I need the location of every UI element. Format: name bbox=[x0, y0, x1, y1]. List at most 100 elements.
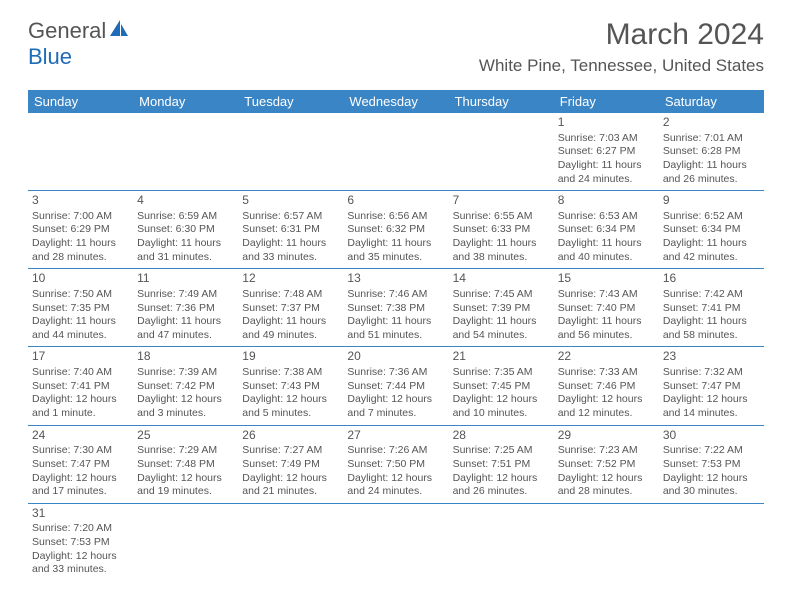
day-line: Sunrise: 6:53 AM bbox=[558, 210, 655, 224]
day-number: 23 bbox=[663, 349, 760, 365]
day-line: and 21 minutes. bbox=[242, 485, 339, 499]
weekday-header: Saturday bbox=[659, 90, 764, 113]
day-line: and 10 minutes. bbox=[453, 407, 550, 421]
day-line: Sunset: 6:33 PM bbox=[453, 223, 550, 237]
day-line: and 5 minutes. bbox=[242, 407, 339, 421]
day-line: Daylight: 11 hours bbox=[347, 237, 444, 251]
day-number: 9 bbox=[663, 193, 760, 209]
calendar-body: 1Sunrise: 7:03 AMSunset: 6:27 PMDaylight… bbox=[28, 113, 764, 581]
day-number: 31 bbox=[32, 506, 129, 522]
day-line: Sunrise: 7:00 AM bbox=[32, 210, 129, 224]
calendar-cell bbox=[449, 503, 554, 581]
day-number: 19 bbox=[242, 349, 339, 365]
day-line: Sunset: 7:45 PM bbox=[453, 380, 550, 394]
day-line: Sunrise: 7:30 AM bbox=[32, 444, 129, 458]
day-line: and 56 minutes. bbox=[558, 329, 655, 343]
day-line: Daylight: 11 hours bbox=[32, 315, 129, 329]
calendar-cell: 4Sunrise: 6:59 AMSunset: 6:30 PMDaylight… bbox=[133, 191, 238, 269]
day-line: Sunrise: 7:38 AM bbox=[242, 366, 339, 380]
day-line: Daylight: 12 hours bbox=[137, 393, 234, 407]
header: General March 2024 White Pine, Tennessee… bbox=[0, 0, 792, 80]
day-line: Sunrise: 6:55 AM bbox=[453, 210, 550, 224]
day-line: Sunset: 6:28 PM bbox=[663, 145, 760, 159]
day-line: Sunset: 7:39 PM bbox=[453, 302, 550, 316]
day-line: and 24 minutes. bbox=[558, 173, 655, 187]
day-number: 16 bbox=[663, 271, 760, 287]
day-number: 5 bbox=[242, 193, 339, 209]
day-line: Sunset: 6:30 PM bbox=[137, 223, 234, 237]
calendar-cell bbox=[554, 503, 659, 581]
title-block: March 2024 White Pine, Tennessee, United… bbox=[479, 18, 764, 76]
day-line: Daylight: 11 hours bbox=[137, 315, 234, 329]
day-line: Sunrise: 7:33 AM bbox=[558, 366, 655, 380]
day-line: Sunrise: 7:25 AM bbox=[453, 444, 550, 458]
day-line: and 51 minutes. bbox=[347, 329, 444, 343]
day-number: 13 bbox=[347, 271, 444, 287]
day-line: Sunset: 7:42 PM bbox=[137, 380, 234, 394]
day-line: and 33 minutes. bbox=[32, 563, 129, 577]
day-line: Sunset: 7:44 PM bbox=[347, 380, 444, 394]
day-number: 6 bbox=[347, 193, 444, 209]
day-line: Daylight: 11 hours bbox=[137, 237, 234, 251]
day-number: 22 bbox=[558, 349, 655, 365]
day-number: 4 bbox=[137, 193, 234, 209]
day-line: and 54 minutes. bbox=[453, 329, 550, 343]
day-line: and 28 minutes. bbox=[32, 251, 129, 265]
day-line: Sunset: 7:47 PM bbox=[32, 458, 129, 472]
day-line: and 49 minutes. bbox=[242, 329, 339, 343]
day-line: Sunrise: 7:40 AM bbox=[32, 366, 129, 380]
calendar-cell: 21Sunrise: 7:35 AMSunset: 7:45 PMDayligh… bbox=[449, 347, 554, 425]
day-line: Sunrise: 7:22 AM bbox=[663, 444, 760, 458]
calendar-cell: 28Sunrise: 7:25 AMSunset: 7:51 PMDayligh… bbox=[449, 425, 554, 503]
month-title: March 2024 bbox=[479, 18, 764, 52]
calendar-cell: 3Sunrise: 7:00 AMSunset: 6:29 PMDaylight… bbox=[28, 191, 133, 269]
day-line: Sunset: 7:46 PM bbox=[558, 380, 655, 394]
day-line: Daylight: 12 hours bbox=[663, 393, 760, 407]
calendar-cell: 6Sunrise: 6:56 AMSunset: 6:32 PMDaylight… bbox=[343, 191, 448, 269]
day-line: Daylight: 11 hours bbox=[663, 237, 760, 251]
calendar-table: SundayMondayTuesdayWednesdayThursdayFrid… bbox=[28, 90, 764, 581]
calendar-cell: 26Sunrise: 7:27 AMSunset: 7:49 PMDayligh… bbox=[238, 425, 343, 503]
calendar-cell: 7Sunrise: 6:55 AMSunset: 6:33 PMDaylight… bbox=[449, 191, 554, 269]
calendar-cell: 11Sunrise: 7:49 AMSunset: 7:36 PMDayligh… bbox=[133, 269, 238, 347]
day-number: 1 bbox=[558, 115, 655, 131]
day-line: Sunrise: 6:52 AM bbox=[663, 210, 760, 224]
day-number: 27 bbox=[347, 428, 444, 444]
day-line: Sunrise: 7:01 AM bbox=[663, 132, 760, 146]
day-line: Daylight: 12 hours bbox=[453, 393, 550, 407]
calendar-cell: 19Sunrise: 7:38 AMSunset: 7:43 PMDayligh… bbox=[238, 347, 343, 425]
day-number: 12 bbox=[242, 271, 339, 287]
day-number: 3 bbox=[32, 193, 129, 209]
day-line: Sunset: 7:51 PM bbox=[453, 458, 550, 472]
day-line: and 31 minutes. bbox=[137, 251, 234, 265]
day-line: and 19 minutes. bbox=[137, 485, 234, 499]
day-line: Daylight: 12 hours bbox=[347, 472, 444, 486]
calendar-cell: 18Sunrise: 7:39 AMSunset: 7:42 PMDayligh… bbox=[133, 347, 238, 425]
day-line: Sunrise: 7:46 AM bbox=[347, 288, 444, 302]
day-line: and 38 minutes. bbox=[453, 251, 550, 265]
day-line: Sunset: 7:41 PM bbox=[32, 380, 129, 394]
calendar-cell: 13Sunrise: 7:46 AMSunset: 7:38 PMDayligh… bbox=[343, 269, 448, 347]
day-number: 10 bbox=[32, 271, 129, 287]
day-line: Sunset: 6:34 PM bbox=[558, 223, 655, 237]
day-line: Sunset: 7:47 PM bbox=[663, 380, 760, 394]
weekday-header: Sunday bbox=[28, 90, 133, 113]
calendar-cell: 22Sunrise: 7:33 AMSunset: 7:46 PMDayligh… bbox=[554, 347, 659, 425]
day-line: and 12 minutes. bbox=[558, 407, 655, 421]
day-line: Daylight: 12 hours bbox=[32, 550, 129, 564]
day-line: Sunrise: 6:59 AM bbox=[137, 210, 234, 224]
day-line: and 44 minutes. bbox=[32, 329, 129, 343]
logo-text-2: Blue bbox=[28, 44, 72, 70]
day-line: Daylight: 11 hours bbox=[663, 315, 760, 329]
day-line: Daylight: 11 hours bbox=[663, 159, 760, 173]
calendar-cell: 10Sunrise: 7:50 AMSunset: 7:35 PMDayligh… bbox=[28, 269, 133, 347]
day-line: and 1 minute. bbox=[32, 407, 129, 421]
day-line: Sunrise: 7:26 AM bbox=[347, 444, 444, 458]
day-line: Sunrise: 6:57 AM bbox=[242, 210, 339, 224]
day-line: Sunset: 7:41 PM bbox=[663, 302, 760, 316]
calendar-cell: 27Sunrise: 7:26 AMSunset: 7:50 PMDayligh… bbox=[343, 425, 448, 503]
calendar-cell: 31Sunrise: 7:20 AMSunset: 7:53 PMDayligh… bbox=[28, 503, 133, 581]
day-line: Sunset: 7:35 PM bbox=[32, 302, 129, 316]
day-number: 14 bbox=[453, 271, 550, 287]
day-line: Daylight: 12 hours bbox=[32, 472, 129, 486]
